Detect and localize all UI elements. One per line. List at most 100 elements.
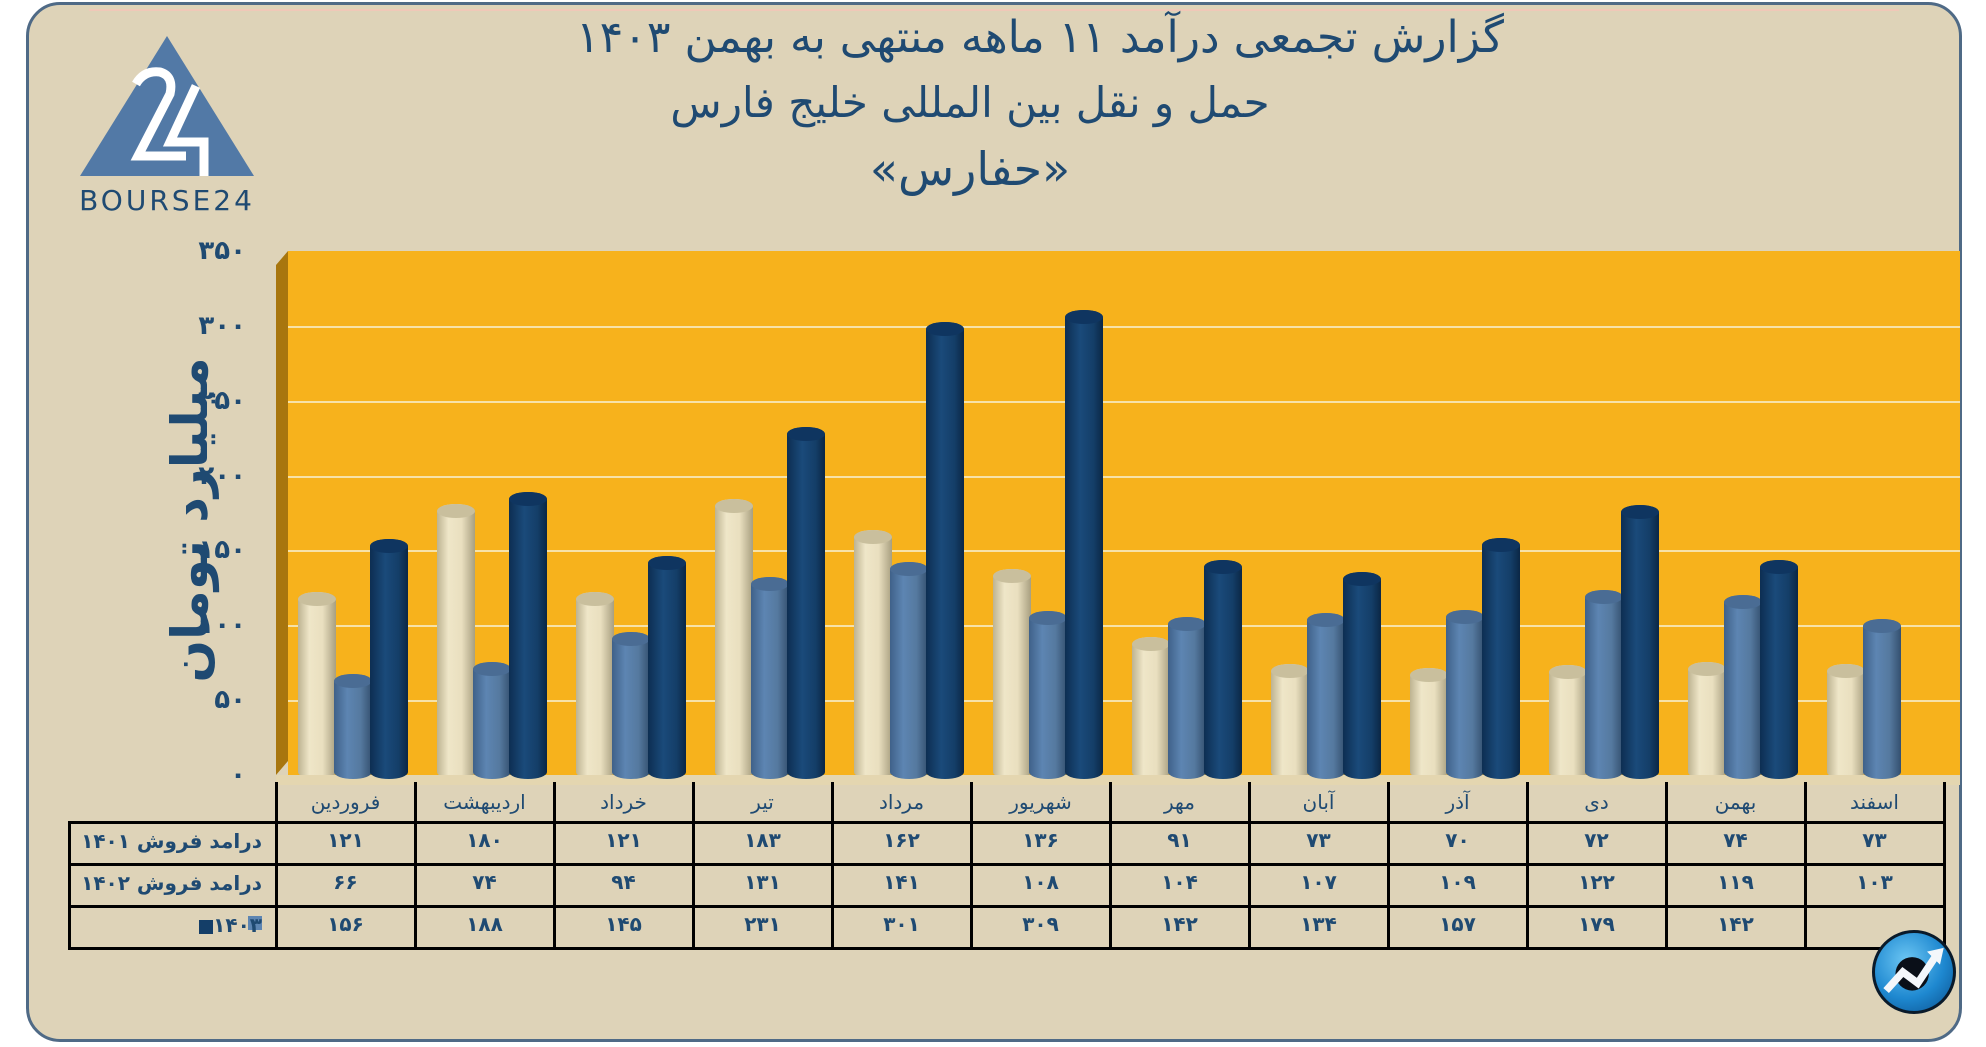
bar-0-0	[298, 591, 336, 779]
bar-0-4	[854, 530, 892, 779]
gridline	[288, 550, 1960, 553]
y-tick-label: ۲۰۰	[198, 460, 246, 491]
table-header-month: شهریور	[1009, 790, 1072, 814]
table-header-month: اسفند	[1850, 790, 1899, 814]
gridline	[288, 700, 1960, 703]
bar-1-8	[1446, 609, 1484, 779]
table-header-month: آذر	[1445, 790, 1470, 814]
bar-0-5	[993, 569, 1031, 779]
table-cell: ۱۴۲	[1717, 912, 1754, 936]
y-tick-label: ۳۵۰	[198, 236, 246, 266]
table-vline	[1804, 782, 1807, 950]
table-vline	[1665, 782, 1668, 950]
bar-0-11	[1827, 663, 1865, 779]
table-cell: ۱۲۱	[605, 828, 642, 852]
chart-title-line2: حمل و نقل بین المللی خلیج فارس	[670, 78, 1270, 127]
bar-1-9	[1585, 590, 1623, 779]
y-tick-label: ۱۰۰	[198, 610, 246, 641]
table-cell: ۱۸۰	[466, 828, 503, 852]
table-cell: ۳۰۹	[1022, 912, 1059, 936]
table-header-month: بهمن	[1714, 790, 1757, 814]
table-vline	[1109, 782, 1112, 950]
table-cell: ۷۳	[1862, 828, 1887, 852]
y-tick-label: ۵۰	[214, 685, 246, 716]
table-vline	[831, 782, 834, 950]
bar-0-9	[1549, 665, 1587, 779]
bar-2-5	[1065, 310, 1103, 779]
bar-1-0	[334, 674, 372, 779]
table-cell: ۷۴	[472, 870, 497, 894]
table-header-month: اردیبهشت	[443, 790, 526, 814]
bar-0-1	[437, 503, 475, 779]
bar-1-1	[473, 662, 511, 779]
table-vline	[1943, 782, 1946, 950]
row-label-text: درامد فروش ۱۴۰۲	[81, 871, 262, 895]
table-cell: ۷۲	[1584, 828, 1609, 852]
table-vline	[1526, 782, 1529, 950]
table-hline	[68, 947, 1946, 950]
bar-2-4	[926, 322, 964, 779]
table-header-month: فروردین	[310, 790, 381, 814]
table-hline	[68, 863, 1946, 866]
table-header-month: آبان	[1302, 790, 1335, 814]
bar-2-3	[787, 427, 825, 779]
table-cell: ۱۳۴	[1300, 912, 1337, 936]
table-row-label: درامد فروش ۱۴۰۲	[68, 864, 276, 930]
table-cell: ۷۳	[1306, 828, 1331, 852]
plot-side-wall	[276, 251, 288, 775]
table-hline	[68, 905, 1946, 908]
trend-up-icon	[1883, 947, 1944, 994]
bar-1-11	[1863, 618, 1901, 779]
bar-1-7	[1307, 612, 1345, 779]
table-cell: ۱۵۶	[327, 912, 364, 936]
table-header-month: مهر	[1164, 790, 1195, 814]
bar-1-6	[1168, 617, 1206, 779]
table-vline	[1387, 782, 1390, 950]
plot-floor	[276, 775, 1960, 785]
bar-2-8	[1482, 537, 1520, 779]
bar-0-7	[1271, 663, 1309, 779]
bar-2-9	[1621, 505, 1659, 779]
row-label-text: ۱۴۰۳	[213, 913, 262, 937]
table-cell: ۳۰۱	[883, 912, 920, 936]
bar-1-2	[612, 632, 650, 779]
y-tick-label: ۳۰۰	[198, 310, 246, 341]
table-vline	[414, 782, 417, 950]
plot-area	[288, 251, 1960, 779]
gridline	[288, 400, 1960, 403]
bar-2-6	[1204, 560, 1242, 779]
table-cell: ۱۴۵	[605, 912, 642, 936]
table-cell: ۱۰۳	[1856, 870, 1893, 894]
bar-0-2	[576, 591, 614, 779]
table-cell: ۱۴۱	[883, 870, 920, 894]
table-header-month: دی	[1584, 790, 1609, 814]
table-cell: ۱۳۱	[744, 870, 781, 894]
table-row-label: درامد فروش ۱۴۰۱	[68, 822, 276, 864]
table-header-month: خرداد	[600, 790, 647, 814]
table-cell: ۱۳۶	[1022, 828, 1059, 852]
table-vline	[68, 822, 71, 950]
table-vline	[970, 782, 973, 950]
bar-0-8	[1410, 668, 1448, 779]
table-cell: ۷۰	[1445, 828, 1470, 852]
table-cell: ۱۲۲	[1578, 870, 1615, 894]
table-cell: ۱۴۲	[1161, 912, 1198, 936]
table-cell: ۱۰۷	[1300, 870, 1337, 894]
bar-0-10	[1688, 662, 1726, 779]
bar-0-6	[1132, 636, 1170, 779]
table-hline	[68, 821, 1946, 824]
trend-badge	[1872, 930, 1956, 1014]
table-cell: ۲۳۱	[744, 912, 781, 936]
table-cell: ۱۶۲	[883, 828, 920, 852]
frame-accent-line	[89, 9, 1899, 11]
table-vline	[553, 782, 556, 950]
y-tick-label: ۲۵۰	[198, 385, 246, 416]
table-vline	[275, 782, 278, 950]
bar-1-4	[890, 561, 928, 779]
bar-1-10	[1724, 594, 1762, 779]
table-cell: ۶۶	[333, 870, 358, 894]
table-header-month: تیر	[751, 790, 774, 814]
table-cell: ۱۲۱	[327, 828, 364, 852]
table-cell: ۷۴	[1723, 828, 1748, 852]
chart-title-line1: گزارش تجمعی درآمد ۱۱ ماهه منتهی به بهمن …	[576, 12, 1504, 63]
